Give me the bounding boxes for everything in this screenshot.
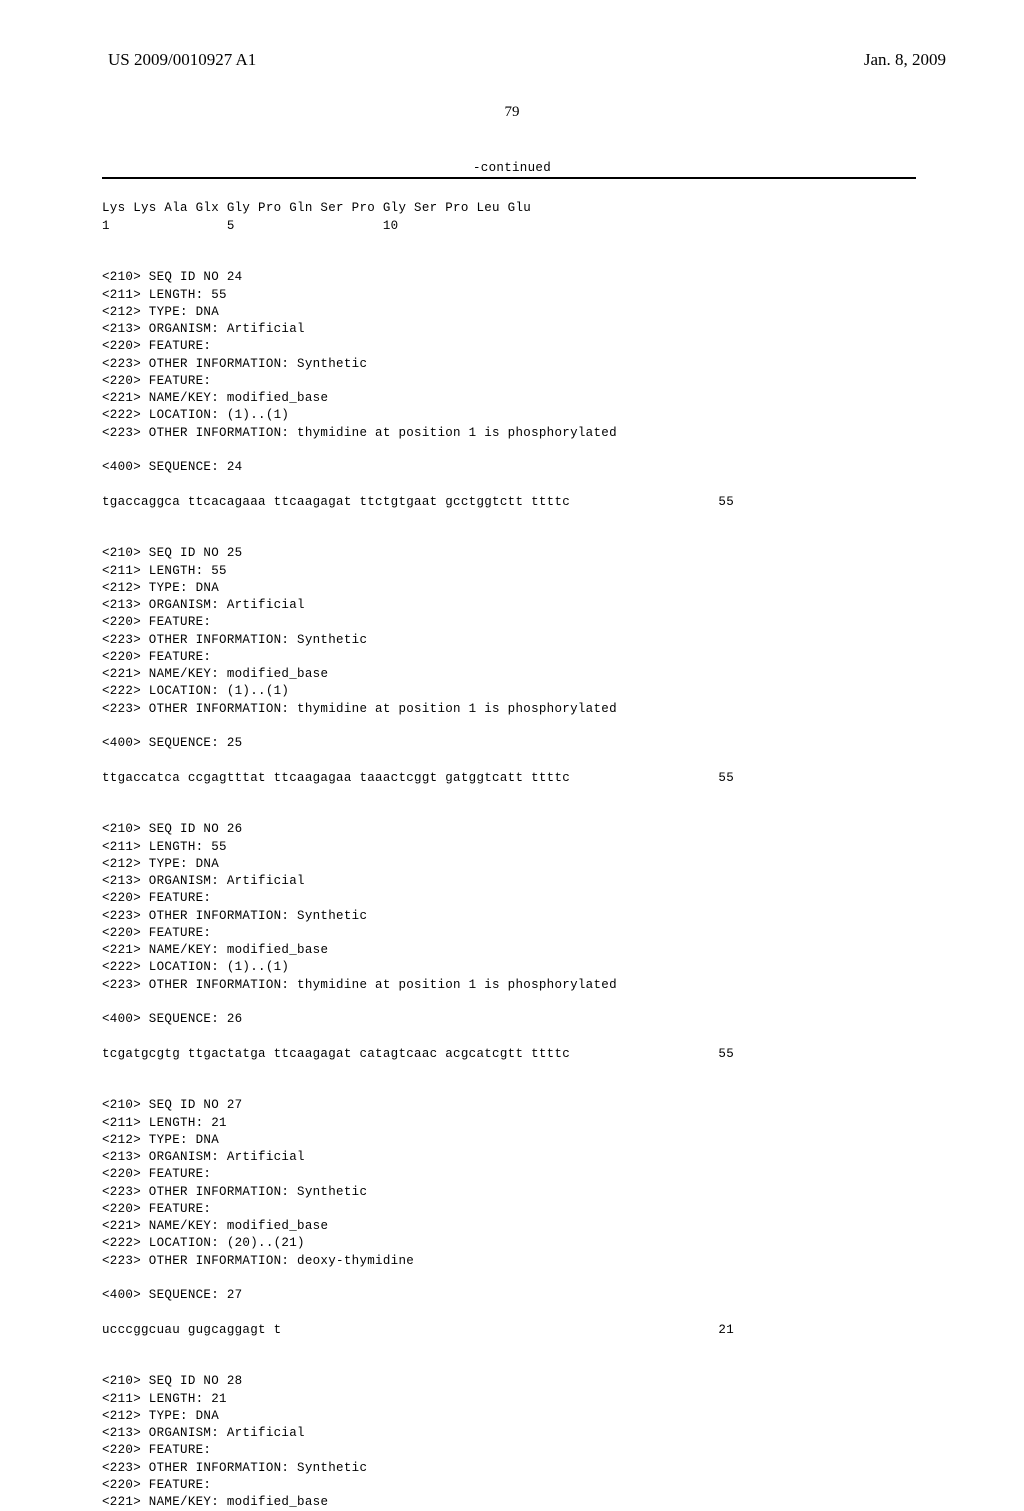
- sequence-text: ucccggcuau gugcaggagt t: [102, 1322, 281, 1339]
- seq-type: DNA: [196, 1409, 219, 1423]
- seq-organism: Artificial: [227, 1150, 305, 1164]
- aa-positions: 1 5 10: [102, 219, 398, 233]
- seq-other-info: Synthetic: [297, 1461, 367, 1475]
- seq-other-info2: thymidine at position 1 is phosphorylate…: [297, 426, 617, 440]
- seq-other-info: Synthetic: [297, 357, 367, 371]
- sequence-text: tgaccaggca ttcacagaaa ttcaagagat ttctgtg…: [102, 494, 570, 511]
- seq-type: DNA: [196, 1133, 219, 1147]
- seq-name-key: modified_base: [227, 667, 328, 681]
- sequence-text: tcgatgcgtg ttgactatga ttcaagagat catagtc…: [102, 1046, 570, 1063]
- seq-id: 28: [227, 1374, 243, 1388]
- seq-num: 24: [227, 460, 243, 474]
- continued-label: -continued: [0, 161, 1024, 175]
- seq-length: 55: [211, 840, 227, 854]
- seq-num: 27: [227, 1288, 243, 1302]
- seq-other-info2: thymidine at position 1 is phosphorylate…: [297, 702, 617, 716]
- sequence-listing: Lys Lys Ala Glx Gly Pro Gln Ser Pro Gly …: [0, 179, 1024, 1511]
- seq-num: 25: [227, 736, 243, 750]
- seq-id: 26: [227, 822, 243, 836]
- seq-organism: Artificial: [227, 874, 305, 888]
- seq-name-key: modified_base: [227, 1495, 328, 1509]
- sequence-pos: 55: [718, 770, 734, 787]
- seq-length: 21: [211, 1392, 227, 1406]
- seq-location: (1)..(1): [227, 960, 289, 974]
- seq-other-info: Synthetic: [297, 909, 367, 923]
- seq-length: 21: [211, 1116, 227, 1130]
- seq-other-info: Synthetic: [297, 633, 367, 647]
- seq-id: 24: [227, 270, 243, 284]
- seq-organism: Artificial: [227, 598, 305, 612]
- page-number: 79: [0, 104, 1024, 121]
- publication-date: Jan. 8, 2009: [864, 50, 946, 70]
- seq-num: 26: [227, 1012, 243, 1026]
- sequence-pos: 55: [718, 1046, 734, 1063]
- seq-location: (20)..(21): [227, 1236, 305, 1250]
- seq-name-key: modified_base: [227, 391, 328, 405]
- seq-length: 55: [211, 288, 227, 302]
- seq-id: 25: [227, 546, 243, 560]
- seq-location: (1)..(1): [227, 408, 289, 422]
- seq-other-info2: deoxy-thymidine: [297, 1254, 414, 1268]
- publication-number: US 2009/0010927 A1: [108, 50, 256, 70]
- page-header: US 2009/0010927 A1 Jan. 8, 2009: [0, 0, 1024, 70]
- seq-other-info: Synthetic: [297, 1185, 367, 1199]
- seq-name-key: modified_base: [227, 1219, 328, 1233]
- aa-sequence: Lys Lys Ala Glx Gly Pro Gln Ser Pro Gly …: [102, 201, 531, 215]
- seq-type: DNA: [196, 581, 219, 595]
- seq-id: 27: [227, 1098, 243, 1112]
- seq-organism: Artificial: [227, 322, 305, 336]
- seq-type: DNA: [196, 857, 219, 871]
- sequence-text: ttgaccatca ccgagtttat ttcaagagaa taaactc…: [102, 770, 570, 787]
- seq-location: (1)..(1): [227, 684, 289, 698]
- seq-name-key: modified_base: [227, 943, 328, 957]
- seq-other-info2: thymidine at position 1 is phosphorylate…: [297, 978, 617, 992]
- sequence-pos: 55: [718, 494, 734, 511]
- seq-length: 55: [211, 564, 227, 578]
- seq-organism: Artificial: [227, 1426, 305, 1440]
- sequence-pos: 21: [718, 1322, 734, 1339]
- seq-type: DNA: [196, 305, 219, 319]
